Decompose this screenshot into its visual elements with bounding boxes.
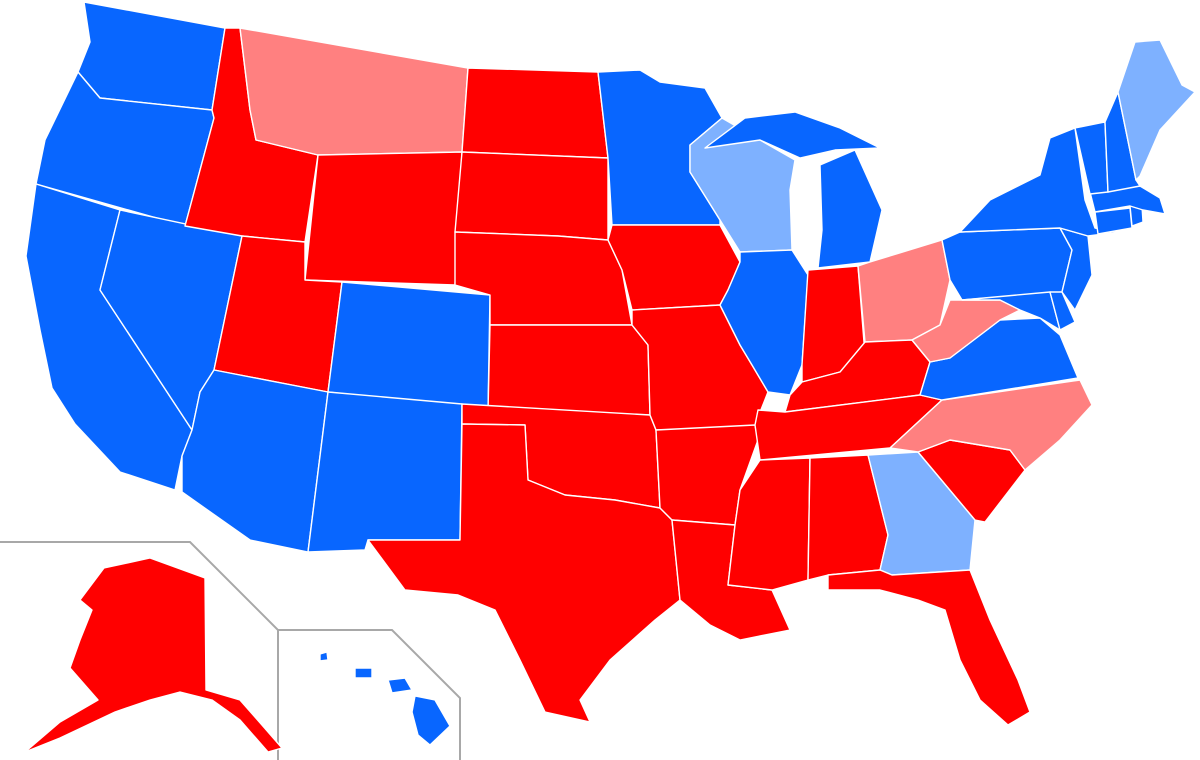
- state-north-carolina[interactable]: [889, 379, 1093, 471]
- state-texas[interactable]: [367, 423, 681, 723]
- state-hawaii[interactable]: [319, 651, 451, 746]
- state-massachusetts[interactable]: [1089, 185, 1166, 215]
- state-maine[interactable]: [1117, 39, 1196, 181]
- state-new-mexico[interactable]: [307, 391, 463, 553]
- state-kansas[interactable]: [487, 324, 651, 416]
- state-new-york[interactable]: [959, 127, 1121, 237]
- state-montana[interactable]: [239, 27, 469, 156]
- state-wyoming[interactable]: [304, 151, 463, 286]
- state-washington[interactable]: [77, 1, 226, 111]
- state-alaska[interactable]: [24, 557, 283, 753]
- state-north-dakota[interactable]: [461, 67, 609, 159]
- alaska-inset-border: [0, 541, 279, 760]
- state-delaware[interactable]: [1049, 291, 1076, 331]
- state-new-hampshire[interactable]: [1104, 91, 1141, 193]
- state-michigan[interactable]: [817, 149, 883, 269]
- state-florida[interactable]: [827, 569, 1031, 726]
- state-pennsylvania[interactable]: [941, 227, 1073, 301]
- state-michigan-upper[interactable]: [704, 111, 881, 159]
- state-illinois[interactable]: [719, 249, 809, 396]
- state-connecticut[interactable]: [1094, 207, 1133, 235]
- state-arizona[interactable]: [181, 369, 329, 553]
- state-south-dakota[interactable]: [454, 151, 609, 241]
- state-iowa[interactable]: [607, 224, 741, 311]
- state-colorado[interactable]: [327, 281, 491, 413]
- hawaii-inset-border: [278, 629, 461, 760]
